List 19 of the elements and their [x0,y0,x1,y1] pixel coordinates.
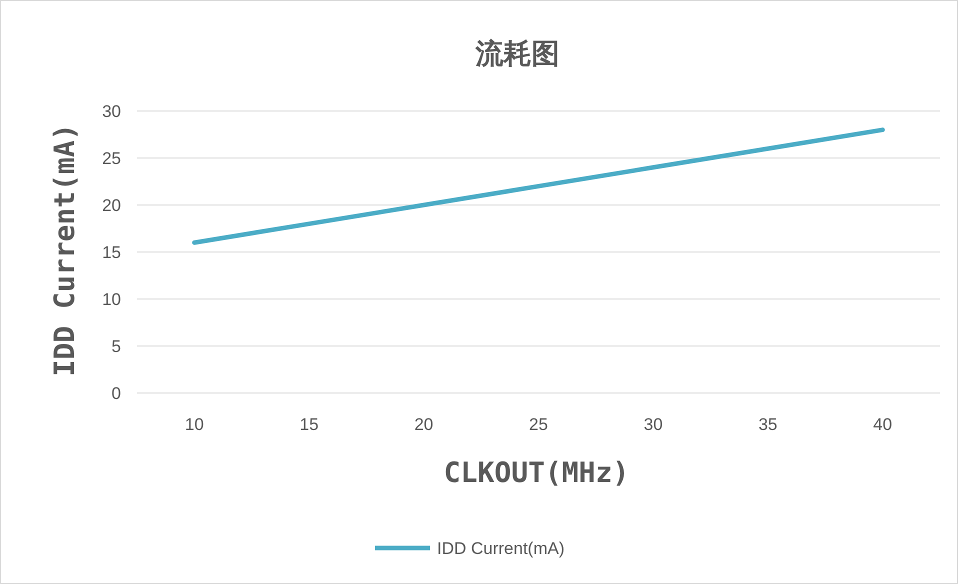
y-tick-label: 25 [102,148,121,168]
x-tick-label: 15 [300,415,319,434]
y-tick-label: 0 [112,384,121,403]
y-tick-label: 10 [102,290,121,309]
y-tick-label: 5 [112,336,121,356]
x-tick-label: 20 [414,415,434,434]
line-series [192,128,885,245]
x-tick-label: 10 [184,415,204,434]
y-axis-title: IDD Current(mA) [48,124,81,376]
x-tick-label: 40 [873,415,892,434]
x-tick-label: 30 [644,415,663,434]
y-tick-label: 30 [102,102,121,121]
chart-title: 流耗图 [474,37,560,70]
x-axis-title: CLKOUT(MHz) [444,456,630,489]
legend-label: IDD Current(mA) [437,538,565,558]
x-tick-label: 35 [758,415,778,434]
y-tick-label: 20 [102,196,121,215]
x-tick-label: 25 [529,415,548,434]
y-tick-label: 15 [102,242,121,262]
